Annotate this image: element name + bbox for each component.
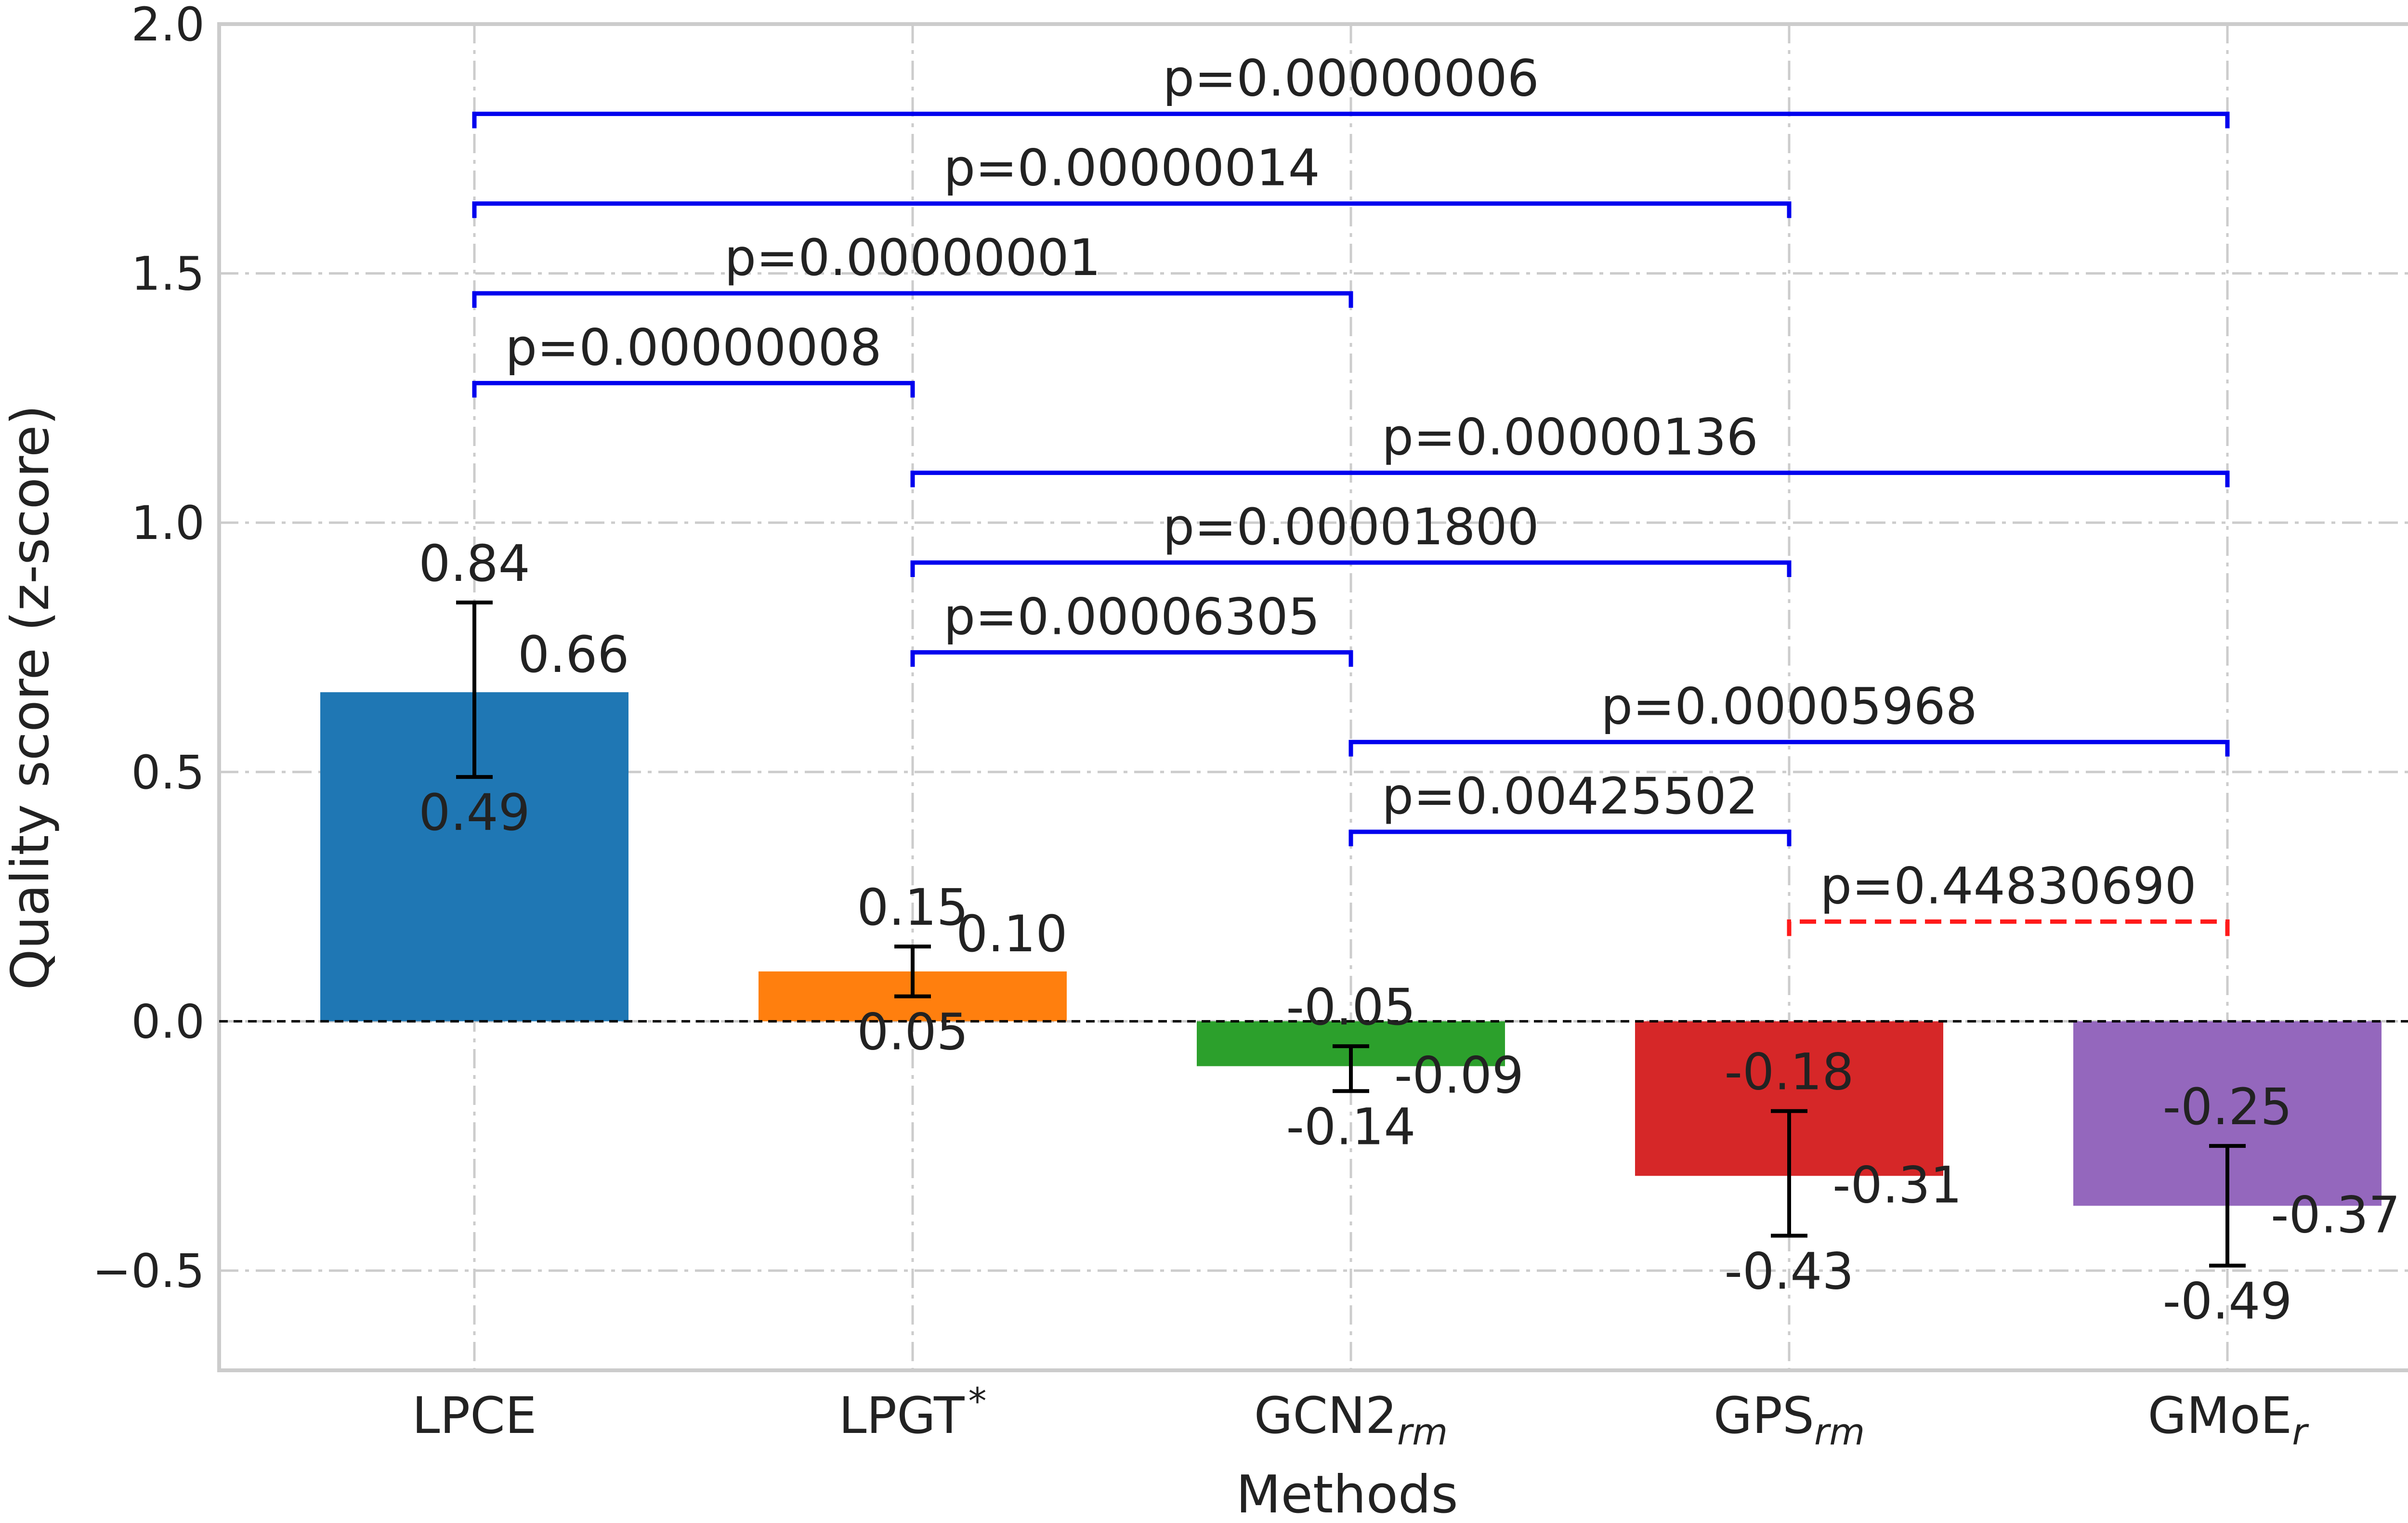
error-high-label: -0.18 (1724, 1043, 1854, 1102)
significance-bracket (472, 201, 1792, 218)
bar-value-label: 0.10 (956, 905, 1068, 963)
y-tick-label: 0.5 (131, 746, 205, 800)
error-low-label: 0.05 (857, 1003, 968, 1062)
bar-value-label: -0.31 (1832, 1155, 1962, 1214)
error-bars (456, 600, 2246, 1268)
error-high-label: 0.84 (419, 534, 530, 593)
error-high-label: 0.15 (857, 878, 968, 937)
x-axis-title: Methods (1236, 1465, 1458, 1523)
p-value-label: p=0.00000001 (724, 228, 1101, 287)
error-high-label: -0.25 (2162, 1077, 2292, 1136)
p-value-label: p=0.44830690 (1820, 856, 2197, 915)
significance-bracket (472, 291, 1353, 308)
significance-bracket (1348, 829, 1792, 846)
p-value-label: p=0.00000006 (1163, 49, 1539, 107)
error-low-label: 0.49 (419, 783, 530, 842)
significance-bracket (910, 650, 1353, 667)
p-value-label: p=0.00425502 (1382, 767, 1758, 826)
significance-bracket (1348, 740, 2230, 757)
y-tick-label: 2.0 (131, 0, 205, 52)
error-low-label: -0.43 (1724, 1242, 1854, 1301)
y-axis-title: Quality score (z-score) (0, 405, 61, 990)
p-value-label: p=0.00000136 (1382, 408, 1758, 467)
bar-value-label: -0.09 (1394, 1046, 1524, 1105)
y-tick-label: 0.0 (131, 995, 205, 1049)
p-value-label: p=0.00005968 (1601, 677, 1977, 736)
error-low-label: -0.14 (1286, 1097, 1415, 1156)
significance-bracket (1787, 919, 2230, 936)
bar-value-label: 0.66 (518, 625, 629, 684)
p-value-label: p=0.00006305 (943, 587, 1320, 646)
significance-bracket (472, 381, 915, 398)
y-tick-label: −0.5 (92, 1244, 205, 1298)
x-category-label: GCN2rm (1254, 1386, 1448, 1453)
x-category-label: LPCE (412, 1386, 537, 1445)
x-category-label: GMoEr (2148, 1386, 2310, 1453)
x-category-label: GPSrm (1714, 1386, 1865, 1453)
significance-brackets: p=0.00000006 p=0.00000014 p=0.00000001 p=0.… (472, 49, 2230, 936)
error-low-label: -0.49 (2162, 1272, 2292, 1331)
x-category-labels: LPCE LPGT * GCN2rm GPSrm GMoEr (412, 1379, 2310, 1453)
error-high-label: -0.05 (1286, 978, 1415, 1037)
p-value-label: p=0.00000014 (943, 139, 1320, 197)
p-value-label: p=0.00001800 (1163, 498, 1539, 556)
value-labels: 0.84 0.66 0.49 0.150.10 0.05 -0.05 -0.09-0.14 -… (419, 534, 2400, 1331)
y-tick-label: 1.5 (131, 247, 205, 301)
y-tick-label: 1.0 (131, 496, 205, 550)
bar-value-label: -0.37 (2271, 1185, 2400, 1244)
p-value-label: p=0.00000008 (505, 318, 882, 377)
y-tick-labels: −0.5 0.0 0.5 1.0 1.5 2.0 (92, 0, 205, 1298)
significance-bracket (910, 560, 1792, 577)
significance-bracket (472, 111, 2230, 129)
x-category-label: LPGT * (838, 1379, 986, 1445)
significance-bracket (910, 471, 2230, 487)
plot-frame (217, 22, 2408, 1372)
